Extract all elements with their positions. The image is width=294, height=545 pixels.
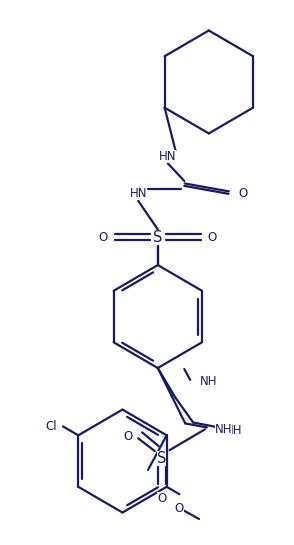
Text: HN: HN: [159, 150, 176, 163]
Text: O: O: [123, 430, 132, 443]
Text: O: O: [98, 231, 108, 244]
Text: O: O: [238, 187, 248, 201]
Text: HN: HN: [129, 187, 147, 201]
Text: NH: NH: [200, 376, 218, 389]
Text: NH: NH: [215, 423, 232, 436]
Text: O: O: [208, 231, 217, 244]
Text: Cl: Cl: [46, 420, 57, 433]
Text: O: O: [157, 492, 166, 505]
Text: S: S: [157, 451, 166, 465]
Text: O: O: [175, 502, 184, 515]
Text: S: S: [153, 230, 163, 245]
Text: NH: NH: [225, 424, 242, 437]
